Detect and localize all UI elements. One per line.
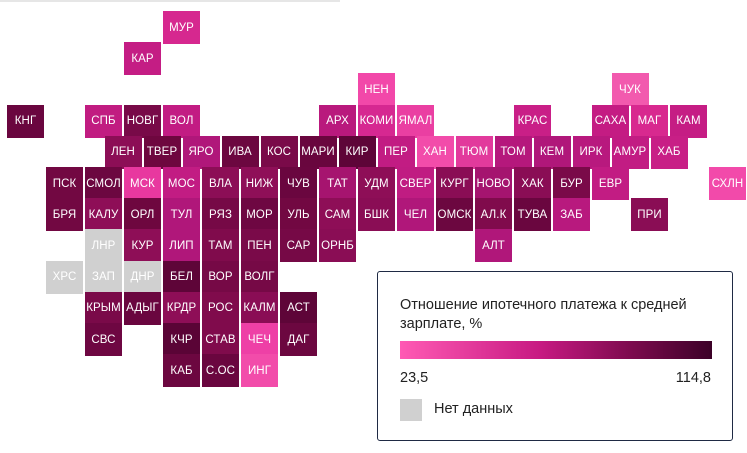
region-tile-ХРС: ХРС — [46, 260, 83, 294]
region-tile-АРХ: АРХ — [319, 104, 356, 138]
region-tile-СТАВ: СТАВ — [202, 323, 239, 356]
region-tile-ТУЛ: ТУЛ — [163, 198, 200, 232]
region-tile-МОР: МОР — [241, 198, 278, 232]
region-tile-БШК: БШК — [358, 198, 395, 232]
region-tile-УЛЬ: УЛЬ — [280, 198, 317, 232]
region-tile-КУРГ: КУРГ — [436, 167, 473, 200]
region-tile-ОРНБ: ОРНБ — [319, 229, 356, 263]
region-tile-ПСК: ПСК — [46, 167, 83, 200]
region-tile-ВОЛГ: ВОЛГ — [241, 260, 278, 294]
region-tile-СХЛН: СХЛН — [709, 167, 746, 200]
legend-title: Отношение ипотечного платежа к средней з… — [400, 297, 687, 332]
region-tile-ЗАП: ЗАП — [85, 260, 122, 294]
region-tile-КУР: КУР — [124, 229, 161, 263]
region-tile-ТАТ: ТАТ — [319, 167, 356, 200]
region-tile-КАМ: КАМ — [670, 104, 707, 138]
region-tile-СМОЛ: СМОЛ — [85, 167, 122, 200]
region-tile-СВЕР: СВЕР — [397, 167, 434, 200]
region-tile-НЕН: НЕН — [358, 73, 395, 107]
region-tile-САХА: САХА — [592, 104, 629, 138]
legend-color-gradient — [400, 341, 712, 359]
legend: Отношение ипотечного платежа к средней з… — [377, 271, 733, 441]
region-tile-ЧЕЛ: ЧЕЛ — [397, 198, 434, 232]
region-tile-САМ: САМ — [319, 198, 356, 232]
region-tile-ЧУВ: ЧУВ — [280, 167, 317, 200]
region-tile-КЕМ: КЕМ — [533, 135, 571, 169]
region-tile-ЛЕН: ЛЕН — [104, 135, 142, 169]
region-tile-МАРИ: МАРИ — [299, 135, 337, 169]
region-tile-КИР: КИР — [338, 135, 376, 169]
region-tile-С.ОС: С.ОС — [202, 354, 239, 388]
region-tile-КОМИ: КОМИ — [358, 104, 395, 138]
region-tile-КЧР: КЧР — [163, 323, 200, 356]
region-tile-КОС: КОС — [260, 135, 298, 169]
region-tile-БЕЛ: БЕЛ — [163, 260, 200, 294]
region-tile-МОС: МОС — [163, 167, 200, 200]
region-tile-РЯЗ: РЯЗ — [202, 198, 239, 232]
region-tile-КРДР: КРДР — [163, 291, 200, 325]
region-tile-ИРК: ИРК — [572, 135, 610, 169]
region-tile-ТВЕР: ТВЕР — [143, 135, 181, 169]
region-tile-ТУВА: ТУВА — [514, 198, 551, 232]
region-tile-ТАМ: ТАМ — [202, 229, 239, 263]
region-tile-ИВА: ИВА — [221, 135, 259, 169]
region-tile-АЛТ: АЛТ — [475, 229, 512, 263]
region-tile-МСК: МСК — [124, 167, 161, 200]
region-tile-ЕВР: ЕВР — [592, 167, 629, 200]
region-tile-АЛ.К: АЛ.К — [475, 198, 512, 232]
legend-nodata-label: Нет данных — [434, 401, 513, 417]
region-tile-НИЖ: НИЖ — [241, 167, 278, 200]
region-tile-ЯМАЛ: ЯМАЛ — [397, 104, 434, 138]
region-tile-КАЛМ: КАЛМ — [241, 291, 278, 325]
region-tile-БУР: БУР — [553, 167, 590, 200]
region-tile-СВС: СВС — [85, 323, 122, 356]
region-tile-ХАН: ХАН — [416, 135, 454, 169]
region-tile-ИНГ: ИНГ — [241, 354, 278, 388]
legend-nodata-swatch — [400, 399, 422, 421]
region-tile-ПЕР: ПЕР — [377, 135, 415, 169]
region-tile-ЛИП: ЛИП — [163, 229, 200, 263]
region-tile-КНГ: КНГ — [7, 104, 44, 138]
region-tile-ЧУК: ЧУК — [611, 73, 649, 107]
region-tile-ТЮМ: ТЮМ — [455, 135, 493, 169]
region-tile-ОРЛ: ОРЛ — [124, 198, 161, 232]
legend-min-label: 23,5 — [400, 370, 429, 386]
region-tile-КАБ: КАБ — [163, 354, 200, 388]
region-tile-ТОМ: ТОМ — [494, 135, 532, 169]
region-tile-НОВО: НОВО — [475, 167, 512, 200]
region-tile-ВЛА: ВЛА — [202, 167, 239, 200]
region-tile-АСТ: АСТ — [280, 291, 317, 325]
region-tile-МУР: МУР — [163, 11, 200, 44]
region-tile-МАГ: МАГ — [631, 104, 668, 138]
region-tile-СПБ: СПБ — [85, 104, 122, 138]
region-tile-КРАС: КРАС — [514, 104, 551, 138]
region-tile-ЧЕЧ: ЧЕЧ — [241, 323, 278, 356]
region-tile-ПЕН: ПЕН — [241, 229, 278, 263]
region-tile-САР: САР — [280, 229, 317, 263]
region-tile-ХАК: ХАК — [514, 167, 551, 200]
top-divider — [0, 0, 340, 2]
region-tile-ПРИ: ПРИ — [631, 198, 668, 232]
region-tile-АДЫГ: АДЫГ — [124, 291, 161, 325]
region-tile-ВОР: ВОР — [202, 260, 239, 294]
region-tile-ХАБ: ХАБ — [650, 135, 688, 169]
region-tile-ОМСК: ОМСК — [436, 198, 473, 232]
region-tile-УДМ: УДМ — [358, 167, 395, 200]
region-tile-КАР: КАР — [124, 42, 161, 76]
region-tile-КРЫМ: КРЫМ — [85, 291, 122, 325]
region-tile-ДНР: ДНР — [124, 260, 161, 294]
region-tile-РОС: РОС — [202, 291, 239, 325]
region-tile-ЗАБ: ЗАБ — [553, 198, 590, 232]
region-tile-ЛНР: ЛНР — [85, 229, 122, 263]
region-tile-ДАГ: ДАГ — [280, 323, 317, 356]
region-tile-ЯРО: ЯРО — [182, 135, 220, 169]
region-tile-БРЯ: БРЯ — [46, 198, 83, 232]
legend-max-label: 114,8 — [675, 370, 711, 386]
region-tile-ВОЛ: ВОЛ — [163, 104, 200, 138]
region-tile-НОВГ: НОВГ — [124, 104, 161, 138]
region-tile-КАЛУ: КАЛУ — [85, 198, 122, 232]
region-tile-АМУР: АМУР — [611, 135, 649, 169]
